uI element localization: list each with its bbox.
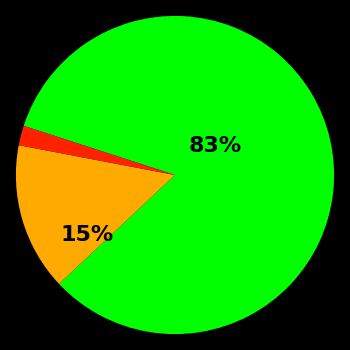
Wedge shape xyxy=(24,16,334,334)
Wedge shape xyxy=(16,145,175,284)
Wedge shape xyxy=(19,126,175,175)
Text: 83%: 83% xyxy=(188,136,241,156)
Text: 15%: 15% xyxy=(61,225,114,245)
